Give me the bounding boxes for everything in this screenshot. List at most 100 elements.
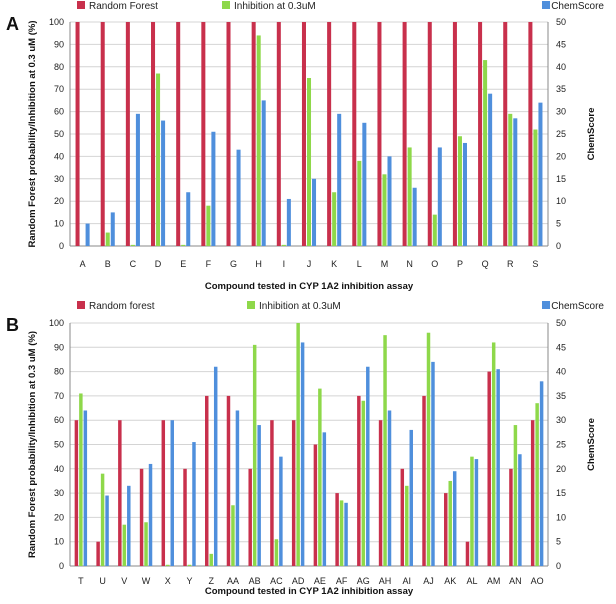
y2-tick-label: 15	[556, 488, 566, 498]
y-tick-label: 10	[54, 219, 64, 229]
x-tick-label: AE	[314, 576, 326, 586]
y-tick-label: 40	[54, 464, 64, 474]
y-tick-label: 50	[54, 440, 64, 450]
bar-chemscore	[192, 442, 196, 566]
y-tick-label: 20	[54, 512, 64, 522]
y-axis-label: Random Forest probability/Inhibition at …	[27, 21, 38, 248]
bar-random-forest	[487, 371, 491, 566]
bar-chemscore	[312, 178, 317, 246]
legend-label: Random Forest	[89, 1, 158, 12]
bar-inhibition	[339, 500, 344, 566]
bar-inhibition	[296, 323, 300, 566]
x-tick-label: H	[255, 259, 262, 269]
x-tick-label: AL	[466, 576, 477, 586]
bar-random-forest	[528, 22, 533, 246]
y2-tick-label: 0	[556, 561, 561, 571]
x-tick-label: B	[105, 259, 111, 269]
legend-label: Random forest	[89, 301, 155, 312]
bar-random-forest	[75, 22, 80, 246]
bar-inhibition	[405, 485, 409, 566]
y-tick-label: 100	[49, 17, 64, 27]
legend-swatch	[542, 1, 550, 9]
y-tick-label: 20	[54, 196, 64, 206]
bar-chemscore	[518, 454, 522, 566]
chart-panel-b: B 0 10 20 30 40 50 60 70 80 90 100 0 5 10 15 20 25 30 35 40 4…	[6, 301, 604, 597]
bar-random-forest	[183, 468, 187, 566]
bar-random-forest	[251, 22, 256, 246]
x-tick-label: AH	[379, 576, 392, 586]
bar-random-forest	[313, 444, 318, 566]
x-axis-label: Compound tested in CYP 1A2 inhibition as…	[205, 281, 414, 292]
bar-inhibition	[533, 129, 538, 246]
x-tick-label: M	[381, 259, 389, 269]
y2-tick-label: 25	[556, 129, 566, 139]
bar-inhibition	[274, 539, 279, 566]
bar-inhibition	[508, 113, 513, 246]
bar-inhibition	[206, 205, 211, 246]
bar-random-forest	[452, 22, 457, 246]
y2-tick-label: 40	[556, 367, 566, 377]
y-tick-label: 80	[54, 62, 64, 72]
bar-chemscore	[322, 432, 327, 566]
x-tick-label: Q	[482, 259, 489, 269]
x-axis-label: Compound tested in CYP 1A2 inhibition as…	[205, 586, 414, 597]
y-tick-label: 40	[54, 151, 64, 161]
bar-random-forest	[176, 22, 181, 246]
bar-random-forest	[205, 395, 209, 566]
x-tick-label: AD	[292, 576, 305, 586]
y-tick-label: 30	[54, 488, 64, 498]
bar-inhibition	[122, 524, 127, 566]
legend-label: ChemScore	[551, 1, 604, 12]
bar-random-forest	[301, 22, 306, 246]
x-tick-label: AG	[357, 576, 370, 586]
bar-random-forest	[118, 420, 122, 566]
y2-tick-label: 15	[556, 174, 566, 184]
x-tick-label: G	[230, 259, 237, 269]
bar-random-forest	[226, 395, 231, 566]
bar-chemscore	[437, 147, 442, 246]
y2-axis-label: ChemScore	[586, 418, 597, 471]
x-tick-label: T	[78, 576, 84, 586]
x-tick-label: AJ	[423, 576, 434, 586]
x-tick-label: N	[406, 259, 413, 269]
bar-chemscore	[412, 187, 417, 246]
y2-tick-label: 30	[556, 415, 566, 425]
x-tick-label: S	[532, 259, 538, 269]
bar-chemscore	[474, 459, 479, 566]
bar-random-forest	[151, 22, 156, 246]
bar-random-forest	[335, 493, 339, 566]
bar-inhibition	[166, 564, 170, 566]
bar-inhibition	[181, 244, 186, 246]
bar-random-forest	[291, 420, 296, 566]
legend-swatch	[77, 1, 85, 9]
legend-label: ChemScore	[551, 301, 604, 312]
bar-random-forest	[327, 22, 332, 246]
bar-random-forest	[378, 420, 383, 566]
bar-random-forest	[125, 22, 130, 246]
y2-tick-label: 50	[556, 17, 566, 27]
bar-chemscore	[135, 113, 140, 246]
bar-inhibition	[79, 393, 83, 566]
bar-inhibition	[407, 147, 412, 246]
bar-chemscore	[257, 425, 261, 566]
bar-random-forest	[270, 420, 274, 566]
bar-chemscore	[488, 93, 493, 247]
bar-chemscore	[431, 361, 435, 566]
x-tick-label: J	[307, 259, 312, 269]
x-tick-label: AB	[249, 576, 261, 586]
bar-random-forest	[276, 22, 281, 246]
bar-random-forest	[96, 541, 100, 566]
bar-chemscore	[387, 156, 392, 246]
x-tick-label: F	[206, 259, 212, 269]
y-tick-label: 10	[54, 537, 64, 547]
x-tick-label: C	[130, 259, 137, 269]
bar-inhibition	[483, 60, 488, 246]
panel-label: A	[6, 14, 19, 34]
x-tick-label: A	[80, 259, 86, 269]
bar-random-forest	[161, 420, 166, 566]
bar-random-forest	[422, 395, 426, 566]
bar-chemscore	[409, 429, 413, 566]
bar-chemscore	[261, 100, 266, 247]
bar-chemscore	[213, 366, 218, 566]
bar-inhibition	[231, 505, 235, 566]
